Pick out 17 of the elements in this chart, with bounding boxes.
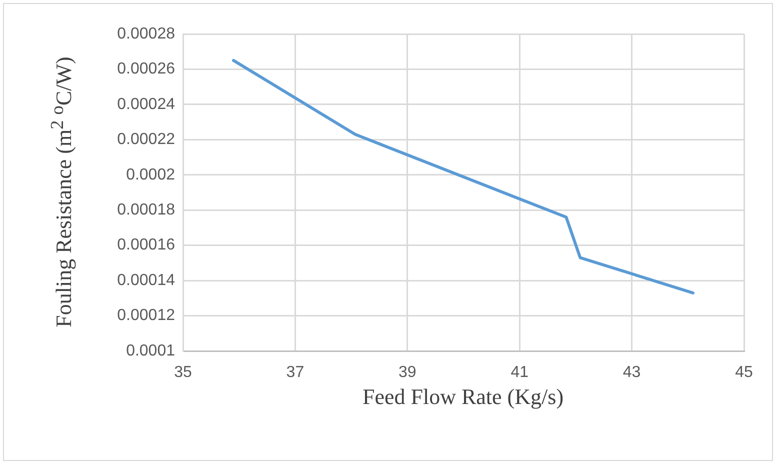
y-tick-label: 0.00016 (117, 236, 176, 254)
y-tick-label: 0.00026 (117, 60, 176, 78)
y-tick-label: 0.00014 (117, 272, 176, 289)
x-tick-label: 39 (398, 364, 416, 382)
y-tick-label: 0.00024 (117, 96, 176, 113)
y-tick-label: 0.00028 (117, 25, 176, 42)
y-tick-label: 0.0001 (126, 342, 176, 360)
y-tick-label: 0.00012 (117, 307, 176, 324)
x-tick-label: 37 (286, 364, 304, 382)
x-tick-label: 35 (174, 364, 192, 382)
x-axis-title: Feed Flow Rate (Kg/s) (362, 384, 564, 410)
y-tick-label: 0.00022 (117, 131, 176, 148)
y-tick-label: 0.0002 (126, 166, 176, 184)
x-tick-label: 41 (510, 364, 529, 382)
x-tick-label: 45 (735, 364, 753, 382)
y-tick-label: 0.00018 (117, 202, 176, 219)
x-tick-label: 43 (622, 364, 641, 382)
